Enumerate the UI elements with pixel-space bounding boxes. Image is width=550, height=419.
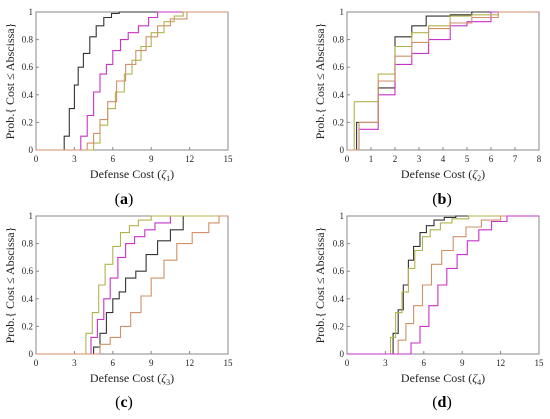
series-line-black [36, 11, 228, 151]
x-tick-label: 3 [72, 358, 77, 368]
y-axis-label: Prob.{ Cost ≤ Abscissa} [313, 227, 327, 344]
panel-a: 0 3 6 9 12 15 0 0.2 0.4 0.6 0.8 1 Defense Cost (ζ1)… [3, 7, 233, 208]
series-line-tan [347, 215, 539, 355]
y-tick-label: 0 [29, 145, 34, 155]
series-line-tan [36, 215, 228, 355]
x-tick-label: 0 [34, 154, 39, 164]
x-tick-label: 12 [185, 154, 194, 164]
y-tick-label: 0 [340, 349, 345, 359]
x-tick-label: 0 [34, 358, 39, 368]
panel-d: 0 3 6 9 12 15 0 0.2 0.4 0.6 0.8 1 Defense Cost (ζ4)… [313, 211, 544, 411]
tick-labels: 0 1 2 3 4 5 6 7 8 0 0.2 0.4 0.6 0.8 1 [333, 7, 542, 164]
panel-caption: (b) [432, 191, 452, 208]
x-tick-label: 12 [185, 358, 194, 368]
y-tick-label: 0.4 [333, 90, 345, 100]
y-tick-label: 0.4 [333, 294, 345, 304]
y-tick-label: 0.8 [22, 35, 34, 45]
y-tick-label: 0.6 [333, 62, 345, 72]
x-tick-label: 15 [224, 358, 234, 368]
series-lines [347, 11, 539, 151]
tick-labels: 0 3 6 9 12 15 0 0.2 0.4 0.6 0.8 1 [22, 211, 233, 368]
panel-caption: (a) [115, 191, 134, 208]
y-tick-label: 0.2 [333, 117, 344, 127]
series-line-olive [36, 215, 228, 355]
y-axis-label: Prob.{ Cost ≤ Abscissa} [3, 227, 17, 344]
series-lines [36, 215, 228, 355]
y-tick-label: 0.6 [22, 266, 34, 276]
panel-b: 0 1 2 3 4 5 6 7 8 0 0.2 0.4 0.6 0.8 1 Defense Cost (ζ2… [313, 7, 542, 208]
tick-labels: 0 3 6 9 12 15 0 0.2 0.4 0.6 0.8 1 [333, 211, 544, 368]
y-tick-label: 1 [29, 7, 34, 17]
series-line-tan [347, 11, 539, 151]
x-tick-label: 2 [393, 154, 398, 164]
panel-caption: (c) [115, 394, 133, 411]
x-tick-label: 9 [149, 358, 154, 368]
x-tick-label: 7 [513, 154, 518, 164]
y-tick-label: 0.8 [333, 239, 345, 249]
x-tick-label: 3 [72, 154, 77, 164]
x-tick-label: 15 [535, 358, 545, 368]
x-tick-label: 5 [465, 154, 470, 164]
series-lines [347, 215, 539, 355]
panel-c: 0 3 6 9 12 15 0 0.2 0.4 0.6 0.8 1 Defense Cost (ζ3)… [3, 211, 233, 411]
y-tick-label: 1 [29, 211, 34, 221]
y-axis-label: Prob.{ Cost ≤ Abscissa} [313, 23, 327, 140]
y-tick-label: 0.8 [22, 239, 34, 249]
y-tick-label: 0.2 [22, 321, 33, 331]
x-axis-label: Defense Cost (ζ4) [401, 371, 485, 387]
y-axis-label: Prob.{ Cost ≤ Abscissa} [3, 23, 17, 140]
x-tick-label: 0 [345, 358, 350, 368]
x-tick-label: 6 [422, 358, 427, 368]
x-tick-label: 6 [111, 358, 116, 368]
series-line-magenta [347, 215, 539, 355]
series-line-tan [36, 11, 228, 151]
y-tick-label: 0.4 [22, 294, 34, 304]
series-line-olive [36, 11, 228, 151]
series-line-magenta [36, 11, 228, 151]
x-tick-label: 3 [417, 154, 422, 164]
x-tick-label: 6 [111, 154, 116, 164]
y-tick-label: 0 [29, 349, 34, 359]
plot-frame [35, 215, 229, 355]
x-axis-label: Defense Cost (ζ2) [401, 167, 485, 183]
x-axis-label: Defense Cost (ζ3) [90, 371, 174, 387]
y-tick-label: 0.6 [22, 62, 34, 72]
series-line-black [347, 215, 539, 355]
y-tick-label: 0.4 [22, 90, 34, 100]
y-tick-label: 1 [340, 7, 345, 17]
x-tick-label: 4 [441, 154, 446, 164]
y-tick-label: 0 [340, 145, 345, 155]
series-line-magenta [36, 215, 228, 355]
x-tick-label: 0 [345, 154, 350, 164]
x-tick-label: 9 [149, 154, 154, 164]
y-tick-label: 0.8 [333, 35, 345, 45]
x-axis-label: Defense Cost (ζ1) [90, 167, 174, 183]
x-tick-label: 8 [537, 154, 542, 164]
series-line-olive [347, 11, 539, 151]
x-tick-label: 3 [383, 358, 388, 368]
series-lines [36, 11, 228, 151]
x-tick-label: 6 [489, 154, 494, 164]
x-tick-label: 1 [369, 154, 374, 164]
x-tick-label: 12 [496, 358, 505, 368]
y-tick-label: 1 [340, 211, 345, 221]
x-tick-label: 9 [460, 358, 465, 368]
y-tick-label: 0.6 [333, 266, 345, 276]
panel-caption: (d) [432, 394, 452, 411]
series-line-olive [347, 215, 539, 355]
y-tick-label: 0.2 [333, 321, 344, 331]
y-tick-label: 0.2 [22, 117, 33, 127]
x-tick-label: 15 [224, 154, 234, 164]
plot-frame [35, 11, 229, 151]
